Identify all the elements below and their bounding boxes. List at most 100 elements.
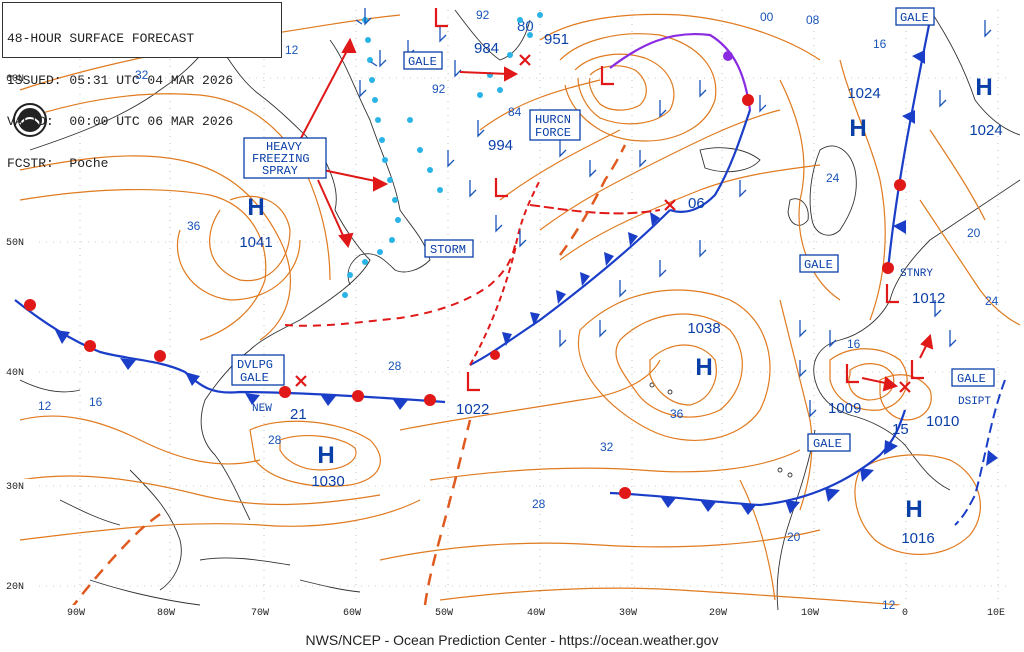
high-center-label: H: [905, 496, 922, 523]
low-center-1012: [885, 284, 899, 304]
warning-box-gale: GALE: [807, 433, 851, 452]
low-pressure-values: 984 951 994 06 1022 21 1012 1009 1010 15: [290, 31, 959, 438]
low-center-1010: [910, 360, 924, 380]
warning-box-gale: GALE: [895, 7, 935, 26]
lon-axis: 90W 80W 70W 60W 50W 40W 30W 20W 10W 0 10…: [64, 605, 1014, 619]
svg-text:FREEZING: FREEZING: [252, 152, 310, 166]
isobar-label: 24: [985, 294, 999, 308]
lon-label: 70W: [251, 608, 269, 619]
lon-label: 60W: [343, 608, 361, 619]
isobar-label: 16: [847, 337, 861, 351]
lon-label: 30W: [619, 608, 637, 619]
label-dissipating: DSIPT: [958, 396, 991, 408]
isobar-label: 12: [882, 598, 896, 612]
ice-edge: [342, 12, 543, 298]
high-pressure-value: 1024: [847, 85, 880, 102]
low-center-1022: [466, 372, 480, 392]
forecast-title: 48-HOUR SURFACE FORECAST: [7, 31, 195, 46]
high-pressure-value: 1030: [311, 473, 344, 490]
svg-text:GALE: GALE: [957, 372, 986, 386]
warning-box-gale: GALE: [799, 254, 839, 273]
label-stationary: STNRY: [900, 268, 933, 280]
isobar-label: 28: [268, 433, 282, 447]
svg-text:HEAVY: HEAVY: [266, 140, 302, 154]
low-pressure-value: 984: [474, 40, 499, 57]
isobar-label: 28: [532, 497, 546, 511]
label-new: NEW: [252, 403, 272, 415]
warning-box-gale: GALE: [403, 51, 443, 70]
low-pressure-value: 1022: [456, 401, 489, 418]
isobar-label: 12: [285, 43, 299, 57]
forecast-info-box: 48-HOUR SURFACE FORECAST ISSUED: 05:31 U…: [2, 2, 282, 170]
lon-label: 20W: [709, 608, 727, 619]
low-pressure-value: 994: [488, 137, 513, 154]
svg-text:DVLPG: DVLPG: [237, 358, 273, 372]
warning-box-storm: STORM: [424, 239, 474, 258]
high-pressure-value: 1016: [901, 530, 934, 547]
isobar-label: 36: [187, 219, 201, 233]
noaa-logo: [13, 103, 47, 137]
low-centers: [295, 8, 924, 393]
isobar-label: 24: [826, 171, 840, 185]
lat-label: 20N: [6, 582, 24, 593]
issued-time: ISSUED: 05:31 UTC 04 MAR 2026: [7, 72, 234, 88]
isobar-label: 16: [89, 395, 103, 409]
lon-label: 40W: [527, 608, 545, 619]
lon-label: 10E: [987, 608, 1005, 619]
svg-text:GALE: GALE: [240, 371, 269, 385]
low-pressure-value: 15: [892, 421, 909, 438]
low-center-1009: [845, 364, 859, 384]
high-center-label: H: [247, 194, 264, 221]
lon-label: 0: [902, 608, 908, 619]
svg-text:HURCN: HURCN: [535, 113, 571, 127]
svg-text:GALE: GALE: [804, 258, 833, 272]
high-center-label: H: [695, 354, 712, 381]
isobar-label: 28: [388, 359, 402, 373]
low-center-greenland: [434, 8, 448, 28]
high-pressure-value: 1038: [687, 320, 720, 337]
lon-label: 90W: [67, 608, 85, 619]
lon-label: 50W: [435, 608, 453, 619]
svg-text:GALE: GALE: [900, 11, 929, 25]
low-pressure-value: 1012: [912, 290, 945, 307]
isobar-label: 20: [787, 530, 801, 544]
high-center-label: H: [849, 115, 866, 142]
isobar-label: 84: [508, 105, 522, 119]
isobar-label: 92: [476, 8, 490, 22]
fronts: [14, 19, 1006, 611]
heavy-freezing-spray-box: HEAVY FREEZING SPRAY: [243, 137, 327, 179]
spray-arrows: [299, 37, 934, 392]
high-pressure-value: 1041: [239, 234, 272, 251]
svg-text:FORCE: FORCE: [535, 126, 571, 140]
forecaster: FCSTR: Poche: [7, 155, 109, 171]
lat-label: 60N: [6, 74, 24, 85]
svg-text:GALE: GALE: [408, 55, 437, 69]
low-pressure-value: 1010: [926, 413, 959, 430]
isobar-label: 08: [806, 13, 820, 27]
low-center-994: [494, 178, 508, 198]
lon-label: 10W: [801, 608, 819, 619]
low-pressure-value: 1009: [828, 400, 861, 417]
low-pressure-value: 951: [544, 31, 569, 48]
isobars: [19, 13, 1021, 606]
high-pressure-value: 1024: [969, 122, 1002, 139]
isobar-label: 20: [967, 226, 981, 240]
valid-time: VALID: 00:00 UTC 06 MAR 2026: [7, 114, 234, 129]
high-center-label: H: [975, 74, 992, 101]
lat-label: 30N: [6, 482, 24, 493]
front-annotations: NEW STNRY DSIPT: [252, 268, 991, 415]
low-center-north: [600, 66, 614, 86]
lat-label: 40N: [6, 368, 24, 379]
isobar-label: 32: [135, 68, 149, 82]
isobar-label: 12: [38, 399, 52, 413]
wind-barbs: [355, 8, 992, 418]
svg-text:SPRAY: SPRAY: [262, 164, 298, 178]
isobar-labels: 92 80 00 08 12 32 36 16 24 20 24 16 92 8…: [38, 8, 999, 612]
footer-credit: NWS/NCEP - Ocean Prediction Center - htt…: [305, 632, 719, 648]
svg-text:STORM: STORM: [430, 243, 466, 257]
svg-text:GALE: GALE: [813, 437, 842, 451]
